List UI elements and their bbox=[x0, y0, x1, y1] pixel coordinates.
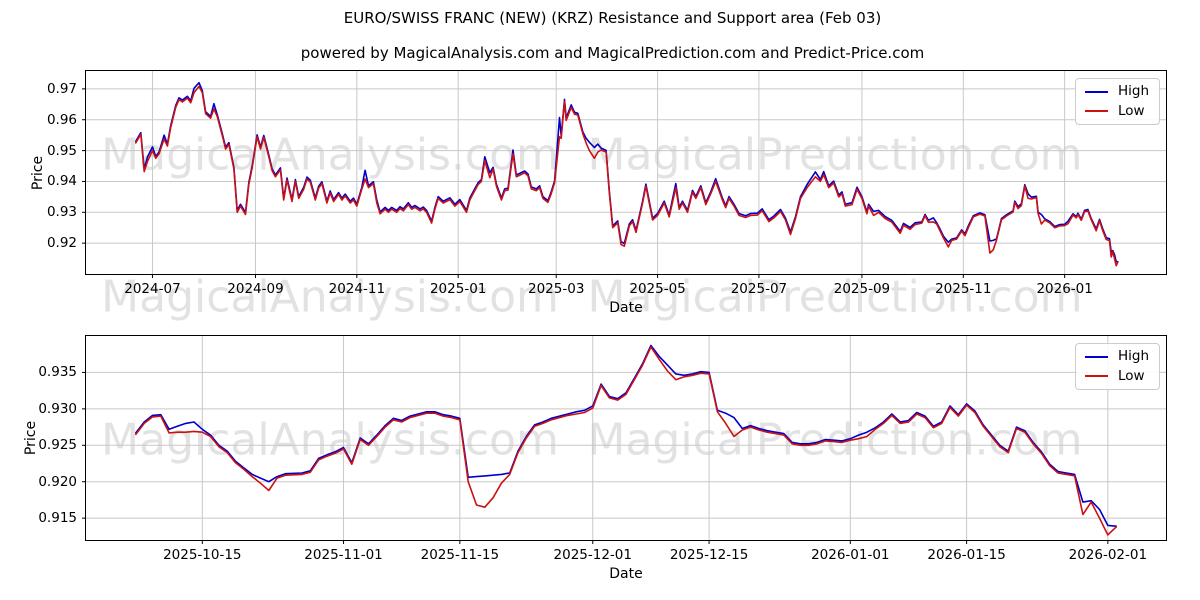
low-line bbox=[134, 346, 1117, 536]
watermark-text: MagicalPrediction.com bbox=[587, 271, 1083, 323]
legend-label-high: High bbox=[1117, 83, 1149, 99]
watermark-text: MagicalPrediction.com bbox=[587, 129, 1083, 181]
x-tick-label: 2026-01-01 bbox=[811, 547, 890, 563]
x-tick-label: 2025-09 bbox=[833, 281, 891, 297]
x-tick-label: 2025-05 bbox=[629, 281, 686, 297]
y-tick-label: 0.97 bbox=[46, 80, 77, 97]
y-tick-label: 0.93 bbox=[46, 204, 77, 221]
y-tick-label: 0.95 bbox=[46, 142, 77, 159]
x-tick-label: 2025-12-15 bbox=[669, 547, 749, 563]
x-tick-label: 2025-03 bbox=[528, 281, 585, 297]
bottom-x-axis-label: Date bbox=[609, 566, 643, 582]
low-line bbox=[134, 85, 1119, 267]
x-tick-label: 2025-07 bbox=[730, 281, 788, 297]
bottom-plot-svg bbox=[82, 336, 1166, 544]
y-tick-label: 0.92 bbox=[46, 235, 77, 252]
low-line-swatch bbox=[1084, 375, 1108, 378]
top-x-axis-label: Date bbox=[609, 300, 643, 316]
x-tick-label: 2025-10-15 bbox=[163, 547, 242, 563]
high-line-swatch bbox=[1084, 90, 1108, 93]
legend-item-high: High bbox=[1084, 348, 1149, 364]
y-tick-label: 0.930 bbox=[38, 400, 77, 417]
high-line-swatch bbox=[1084, 355, 1108, 358]
bottom-y-axis-label: Price bbox=[23, 420, 39, 456]
top-legend: High Low bbox=[1074, 78, 1160, 125]
x-tick-label: 2026-01 bbox=[1036, 281, 1093, 297]
top-y-axis-label: Price bbox=[30, 155, 46, 190]
legend-label-low: Low bbox=[1117, 102, 1145, 119]
chart-subtitle: powered by MagicalAnalysis.com and Magic… bbox=[300, 44, 925, 62]
y-tick-label: 0.925 bbox=[38, 437, 77, 454]
x-tick-label: 2025-12-01 bbox=[553, 547, 632, 563]
watermark-text: MagicalAnalysis.com bbox=[101, 271, 559, 323]
low-line-swatch bbox=[1084, 110, 1108, 113]
x-tick-label: 2024-11 bbox=[328, 281, 386, 297]
x-tick-label: 2026-01-15 bbox=[927, 547, 1006, 563]
x-tick-label: 2025-01 bbox=[429, 281, 487, 297]
y-tick-label: 0.915 bbox=[38, 510, 77, 527]
legend-item-high: High bbox=[1084, 83, 1149, 99]
x-tick-label: 2025-11 bbox=[935, 281, 992, 297]
y-tick-label: 0.96 bbox=[46, 111, 77, 128]
x-tick-label: 2024-09 bbox=[227, 281, 284, 297]
legend-item-low: Low bbox=[1084, 102, 1149, 119]
top-chart-axes: Price Date High Low 0.92 0.93 0.94 0.95 0.96… bbox=[30, 70, 1167, 316]
top-plot-svg bbox=[82, 71, 1166, 278]
chart-title: EURO/SWISS FRANC (NEW) (KRZ) Resistance … bbox=[343, 9, 882, 27]
y-tick-label: 0.920 bbox=[38, 473, 77, 490]
legend-label-low: Low bbox=[1117, 367, 1145, 384]
watermark-text: MagicalAnalysis.com bbox=[101, 414, 559, 466]
x-tick-label: 2025-11-15 bbox=[420, 547, 500, 563]
legend-label-high: High bbox=[1117, 348, 1149, 364]
x-tick-label: 2024-07 bbox=[124, 281, 181, 297]
bottom-legend: High Low bbox=[1074, 343, 1160, 390]
legend-item-low: Low bbox=[1084, 367, 1149, 384]
y-tick-label: 0.935 bbox=[38, 364, 77, 381]
x-tick-label: 2026-02-01 bbox=[1068, 547, 1148, 563]
bottom-chart-axes: Price Date High Low 0.915 0.920 0.925 0.930… bbox=[23, 335, 1167, 582]
y-tick-label: 0.94 bbox=[46, 173, 77, 190]
x-tick-label: 2025-11-01 bbox=[304, 547, 383, 563]
